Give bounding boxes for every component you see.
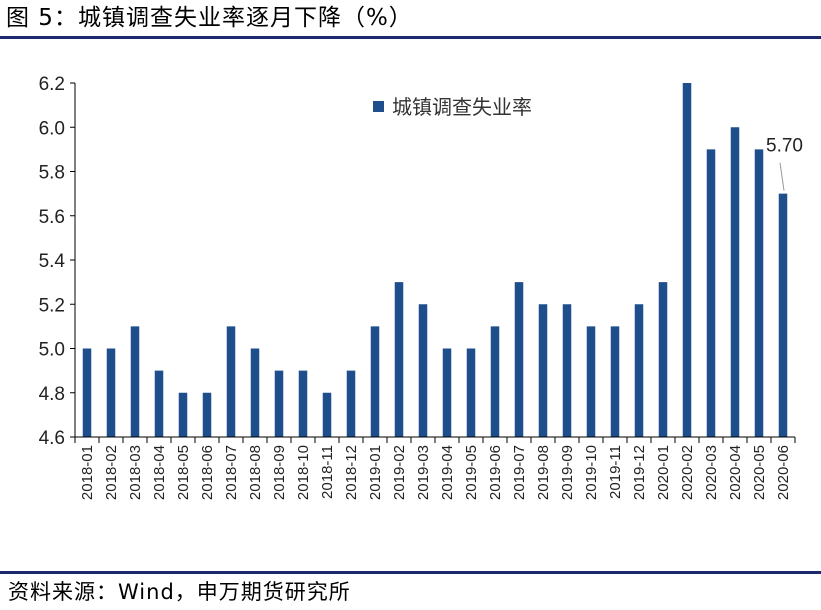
x-tick-label: 2018-11 [319, 445, 336, 499]
bar-chart: 4.64.85.05.25.45.65.86.06.2 2018-01 2018-… [39, 74, 803, 500]
x-tick-label: 2019-04 [439, 445, 456, 500]
legend-label: 城镇调查失业率 [392, 95, 532, 119]
annotations: 5.70 [766, 136, 803, 191]
source-note: 资料来源：Wind，申万期货研究所 [8, 580, 351, 604]
bar [82, 348, 92, 437]
data-label: 5.70 [766, 136, 803, 157]
x-tick-label: 2018-03 [127, 445, 144, 500]
bar [394, 282, 404, 437]
bottom-rule [0, 571, 821, 574]
y-axis: 4.6 4.8 5.0 5.2 5.4 5.6 5.8 6.0 6.2 [39, 74, 76, 449]
bar [586, 326, 596, 437]
y-tick-label: 5.6 [39, 207, 65, 228]
annotation-leader [779, 162, 785, 191]
x-tick-label: 2018-05 [175, 445, 192, 500]
bar [514, 282, 524, 437]
bar [610, 326, 620, 437]
x-tick-label: 2020-06 [775, 445, 792, 500]
bar [106, 348, 116, 437]
x-tick-label: 2019-12 [631, 445, 648, 500]
bar [130, 326, 140, 437]
bar [706, 149, 716, 437]
x-tick-label: 2018-09 [271, 445, 288, 500]
y-tick-label: 6.2 [39, 74, 65, 95]
bar [298, 370, 308, 437]
y-tick-label: 4.6 [39, 428, 65, 449]
bar [322, 392, 332, 437]
x-tick-label: 2019-05 [463, 445, 480, 500]
x-tick-label: 2019-10 [583, 445, 600, 500]
bars [82, 83, 788, 437]
bar [658, 282, 668, 437]
y-tick-label: 4.8 [39, 384, 65, 405]
bar [562, 304, 572, 437]
bar [754, 149, 764, 437]
x-tick-label: 2018-04 [151, 445, 168, 500]
x-tick-label: 2019-03 [415, 445, 432, 500]
x-axis: 2018-01 2018-02 2018-03 2018-04 2018-05 2018-… [74, 436, 796, 500]
figure-title: 图 5：城镇调查失业率逐月下降（%） [6, 5, 413, 31]
x-tick-label: 2018-12 [343, 445, 360, 500]
x-tick-label: 2018-01 [79, 445, 96, 500]
legend: 城镇调查失业率 [373, 95, 532, 119]
x-tick-label: 2019-09 [559, 445, 576, 500]
x-tick-label: 2019-01 [367, 445, 384, 500]
bar [418, 304, 428, 437]
bar [634, 304, 644, 437]
y-tick-label: 5.8 [39, 163, 65, 184]
bar [178, 392, 188, 437]
top-rule [0, 36, 821, 39]
bar [346, 370, 356, 437]
bar [202, 392, 212, 437]
y-tick-label: 5.0 [39, 340, 65, 361]
x-tick-label: 2018-02 [103, 445, 120, 500]
legend-swatch [373, 101, 384, 112]
y-tick-label: 6.0 [39, 118, 65, 139]
x-tick-label: 2019-08 [535, 445, 552, 500]
x-tick-label: 2018-10 [295, 445, 312, 500]
y-tick-label: 5.2 [39, 295, 65, 316]
x-tick-label: 2019-11 [607, 445, 624, 499]
x-tick-label: 2019-02 [391, 445, 408, 500]
bar [466, 348, 476, 437]
x-tick-label: 2020-04 [727, 445, 744, 500]
x-tick-label: 2020-03 [703, 445, 720, 500]
x-tick-label: 2018-08 [247, 445, 264, 500]
x-tick-label: 2018-07 [223, 445, 240, 500]
y-tick-label: 5.4 [39, 251, 66, 272]
x-tick-label: 2019-07 [511, 445, 528, 500]
bar [274, 370, 284, 437]
bar [442, 348, 452, 437]
bar [226, 326, 236, 437]
bar [250, 348, 260, 437]
x-tick-label: 2020-02 [679, 445, 696, 500]
x-tick-label: 2020-01 [655, 445, 672, 500]
x-tick-label: 2019-06 [487, 445, 504, 500]
bar [490, 326, 500, 437]
bar [538, 304, 548, 437]
x-tick-label: 2018-06 [199, 445, 216, 500]
x-tick-label: 2020-05 [751, 445, 768, 500]
bar [154, 370, 164, 437]
bar [682, 83, 692, 437]
bar [778, 193, 788, 437]
bar [730, 127, 740, 437]
bar [370, 326, 380, 437]
